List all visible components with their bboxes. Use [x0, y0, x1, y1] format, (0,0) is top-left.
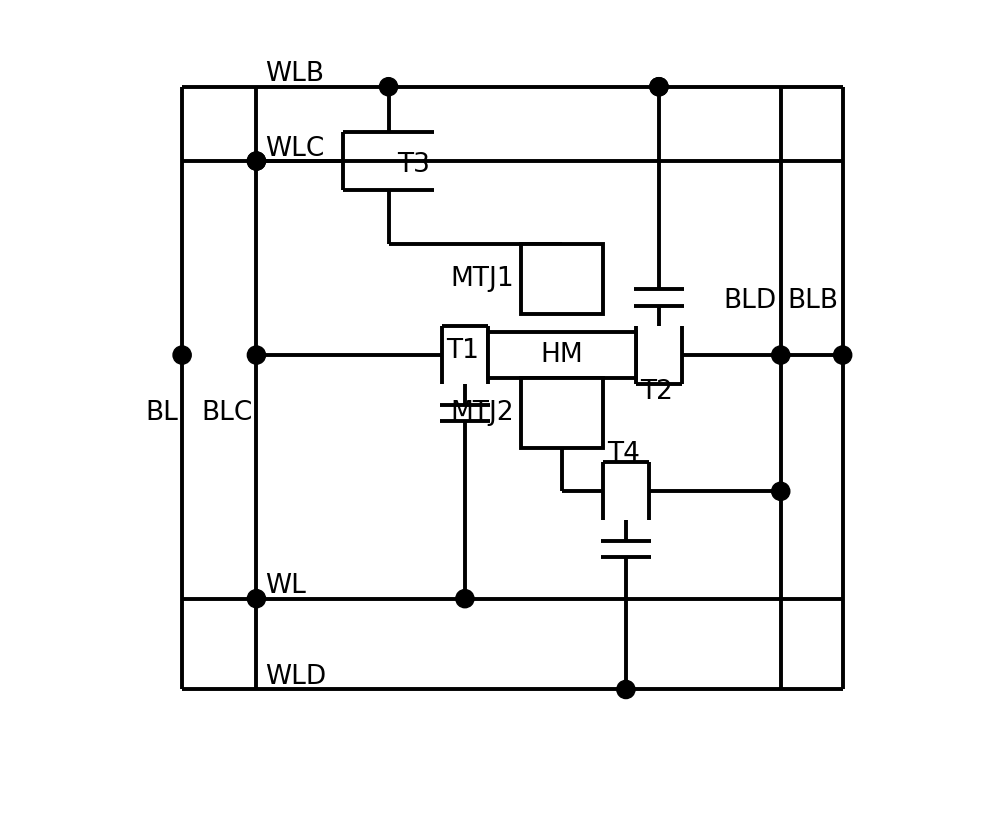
Circle shape	[379, 78, 398, 96]
Circle shape	[456, 590, 474, 608]
Circle shape	[650, 78, 668, 96]
Text: WLB: WLB	[265, 62, 324, 88]
Text: T4: T4	[607, 441, 640, 467]
Circle shape	[617, 681, 635, 699]
Text: MTJ1: MTJ1	[450, 266, 514, 292]
Circle shape	[247, 590, 266, 608]
Text: BLB: BLB	[788, 289, 839, 314]
Bar	[521, 244, 603, 314]
Text: WLD: WLD	[265, 664, 326, 690]
Bar	[488, 333, 636, 378]
Text: WL: WL	[265, 573, 306, 600]
Text: T3: T3	[397, 152, 430, 178]
Text: BL: BL	[145, 399, 178, 426]
Text: T1: T1	[446, 338, 479, 364]
Text: WLC: WLC	[265, 136, 324, 162]
Text: BLC: BLC	[201, 399, 252, 426]
Bar	[521, 378, 603, 448]
Text: BLD: BLD	[723, 289, 777, 314]
Circle shape	[173, 346, 191, 364]
Text: MTJ2: MTJ2	[450, 399, 514, 426]
Text: HM: HM	[541, 342, 583, 368]
Circle shape	[247, 152, 266, 170]
Circle shape	[247, 346, 266, 364]
Circle shape	[772, 346, 790, 364]
Circle shape	[247, 152, 266, 170]
Circle shape	[834, 346, 852, 364]
Circle shape	[650, 78, 668, 96]
Text: T2: T2	[640, 379, 673, 405]
Circle shape	[772, 482, 790, 500]
